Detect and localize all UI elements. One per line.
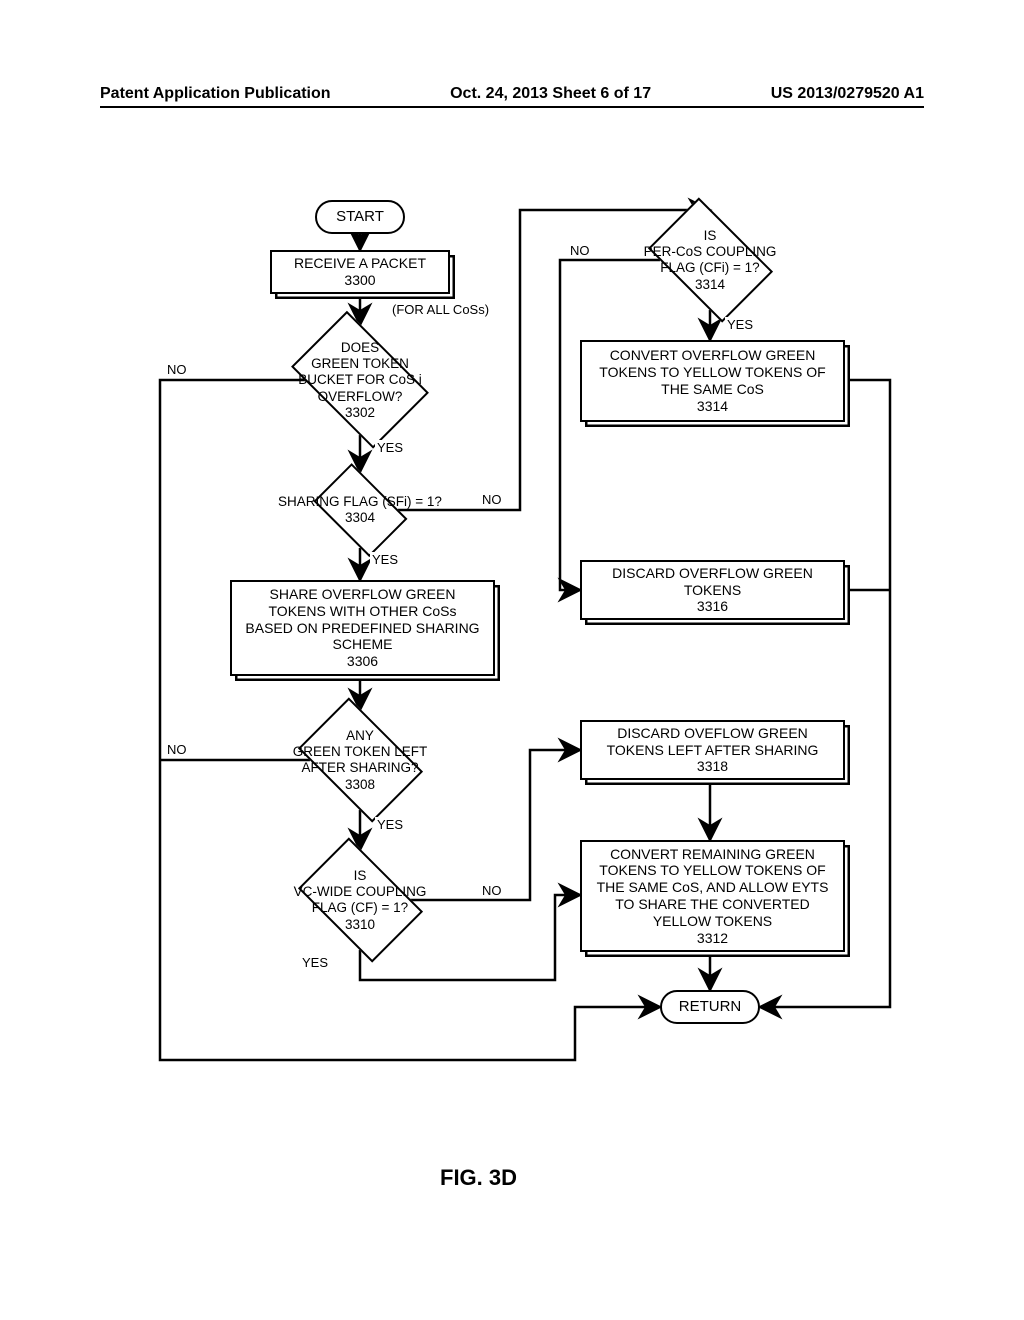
edge-label-1: (FOR ALL CoSs)	[390, 302, 491, 317]
node-n3312: CONVERT REMAINING GREENTOKENS TO YELLOW …	[580, 840, 845, 952]
edge-label-5: NO	[480, 492, 504, 507]
node-n3314p: CONVERT OVERFLOW GREENTOKENS TO YELLOW T…	[580, 340, 845, 422]
edge-label-4: YES	[370, 552, 400, 567]
node-n3318: DISCARD OVEFLOW GREENTOKENS LEFT AFTER S…	[580, 720, 845, 780]
edge-label-12: NO	[568, 243, 592, 258]
node-n3316: DISCARD OVERFLOW GREENTOKENS3316	[580, 560, 845, 620]
flowchart-diagram: STARTRECEIVE A PACKET3300DOESGREEN TOKEN…	[100, 190, 924, 1190]
node-n3300: RECEIVE A PACKET3300	[270, 250, 450, 294]
edge-label-2: YES	[375, 440, 405, 455]
edge-n3314d-n3316	[560, 260, 660, 590]
edge-label-11: YES	[725, 317, 755, 332]
header-right: US 2013/0279520 A1	[771, 85, 924, 103]
header-center: Oct. 24, 2013 Sheet 6 of 17	[450, 85, 651, 103]
edge-label-8: NO	[165, 742, 189, 757]
node-start: START	[315, 200, 405, 234]
edge-label-9: YES	[300, 955, 330, 970]
node-return: RETURN	[660, 990, 760, 1024]
header-left: Patent Application Publication	[100, 85, 331, 103]
edge-label-7: YES	[375, 817, 405, 832]
edge-label-10: NO	[480, 883, 504, 898]
page-header: Patent Application Publication Oct. 24, …	[100, 85, 924, 108]
node-n3306: SHARE OVERFLOW GREENTOKENS WITH OTHER Co…	[230, 580, 495, 676]
edge-label-3: NO	[165, 362, 189, 377]
figure-caption: FIG. 3D	[440, 1165, 517, 1191]
